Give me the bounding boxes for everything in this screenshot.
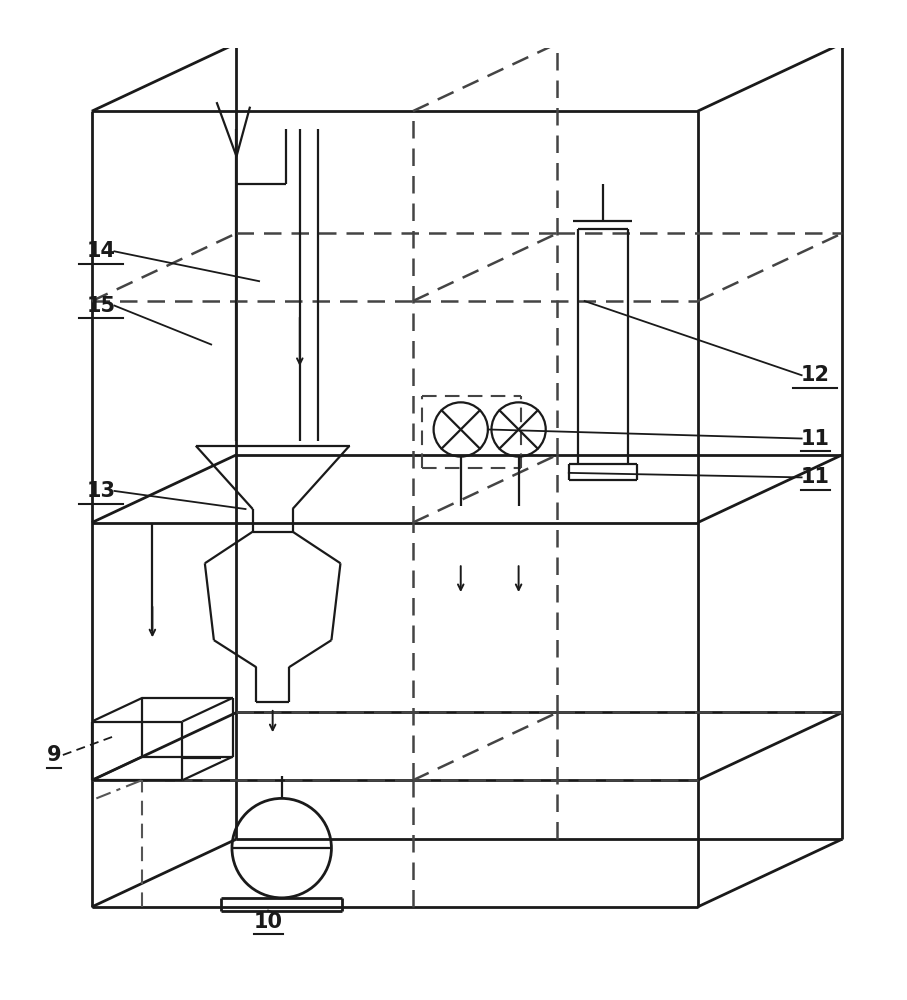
Text: 9: 9	[46, 745, 61, 765]
Text: 11: 11	[801, 467, 830, 487]
Text: 11: 11	[801, 429, 830, 449]
Text: 10: 10	[254, 912, 283, 932]
Text: 14: 14	[86, 241, 115, 261]
Text: 12: 12	[801, 365, 830, 385]
Text: 13: 13	[86, 481, 115, 501]
Text: 15: 15	[86, 296, 115, 316]
